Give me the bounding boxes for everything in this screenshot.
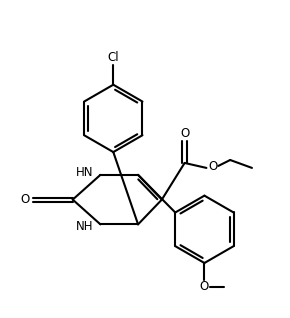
Text: O: O <box>200 280 209 293</box>
Text: HN: HN <box>76 166 93 179</box>
Text: O: O <box>209 160 218 173</box>
Text: O: O <box>180 127 189 140</box>
Text: NH: NH <box>76 220 93 233</box>
Text: Cl: Cl <box>108 52 119 65</box>
Text: O: O <box>21 193 30 206</box>
